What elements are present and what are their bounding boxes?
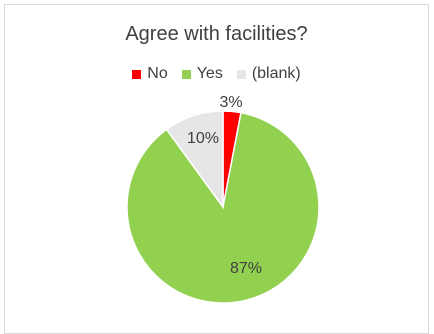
legend-swatch-blank: [236, 69, 246, 79]
legend-item-yes: Yes: [181, 65, 223, 83]
legend-swatch-yes: [181, 69, 191, 79]
data-label-blank: 10%: [187, 130, 219, 147]
chart-title: Agree with facilities?: [125, 23, 308, 45]
pie-chart: 3% 87% 10%: [126, 94, 320, 304]
legend-item-blank: (blank): [236, 65, 301, 83]
legend-label-blank: (blank): [251, 65, 301, 82]
legend-item-no: No: [132, 65, 168, 83]
legend-label-yes: Yes: [196, 65, 223, 82]
pie-slice-blank: [165, 110, 224, 210]
data-label-yes: 87%: [230, 260, 262, 277]
data-label-no: 3%: [219, 94, 242, 111]
legend-swatch-no: [132, 69, 142, 79]
legend-label-no: No: [147, 65, 168, 82]
legend: No Yes (blank): [5, 65, 428, 83]
